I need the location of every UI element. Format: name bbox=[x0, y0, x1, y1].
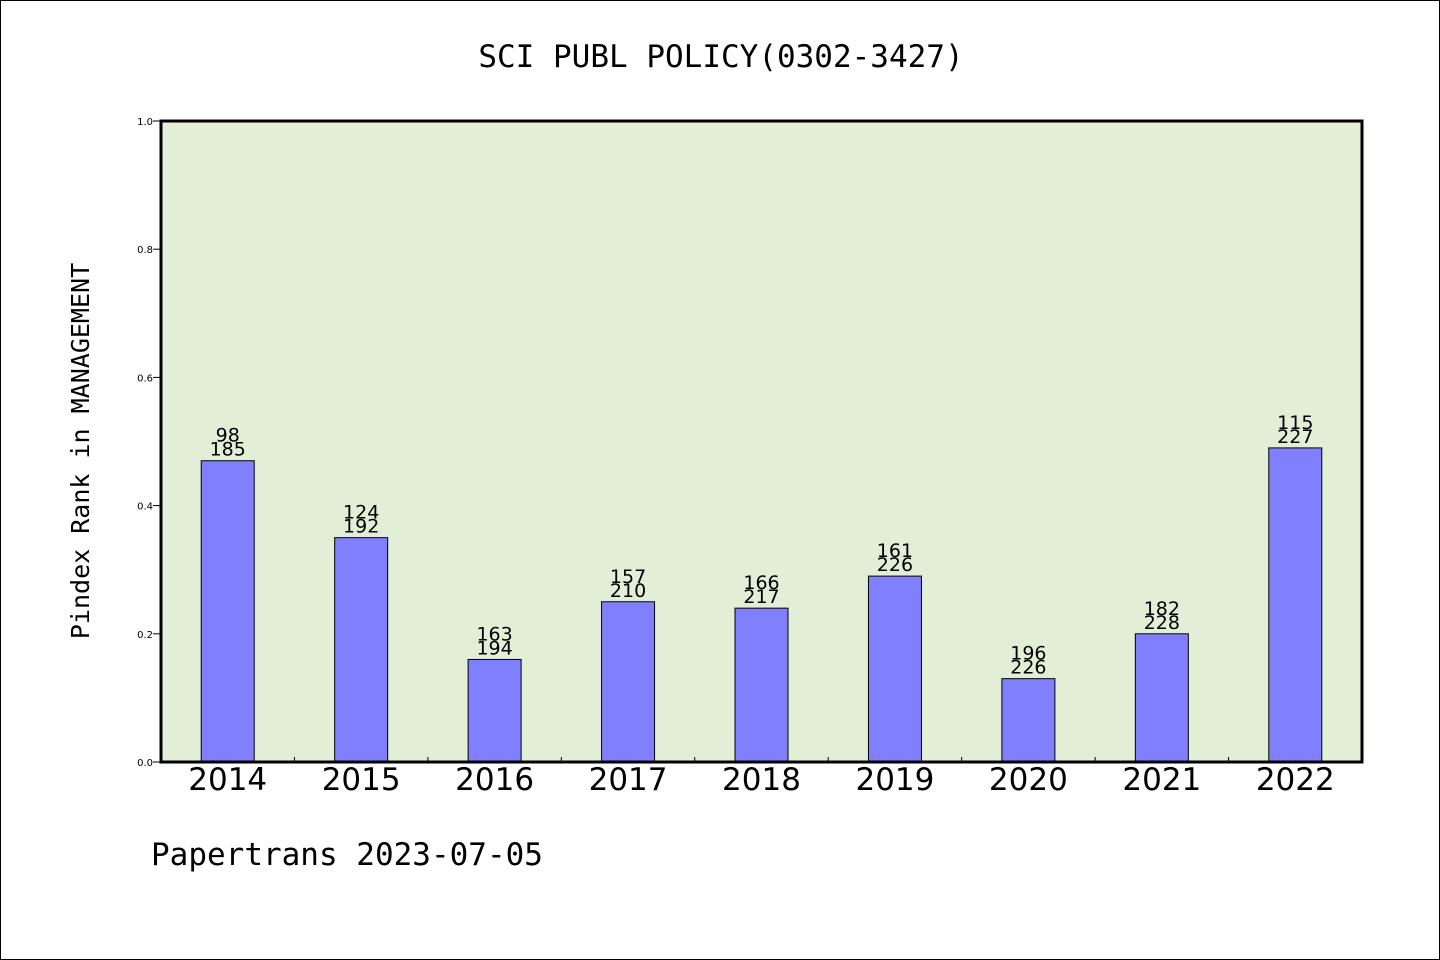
bar-2021 bbox=[1134, 633, 1189, 763]
bar-2018 bbox=[734, 607, 789, 763]
x-axis: 2014 2015 2016 2017 2018 2019 2020 2021 2022 bbox=[188, 757, 1335, 798]
x-tick-label: 2022 bbox=[1256, 762, 1335, 798]
y-tick-label: 0.4 bbox=[137, 502, 153, 513]
y-tick-label: 1.0 bbox=[137, 117, 153, 128]
bar-series bbox=[200, 447, 1323, 763]
x-tick-label: 2014 bbox=[188, 762, 267, 798]
total-label: 192 bbox=[343, 516, 379, 538]
y-tick-label: 0.2 bbox=[137, 630, 153, 641]
y-axis-label: Pindex Rank in MANAGEMENT bbox=[66, 263, 95, 639]
chart-title: SCI PUBL POLICY(0302-3427) bbox=[478, 39, 963, 75]
x-tick-label: 2020 bbox=[989, 762, 1068, 798]
total-label: 226 bbox=[877, 554, 913, 576]
bar-2014 bbox=[200, 460, 255, 763]
plot-frame bbox=[159, 119, 1364, 764]
x-tick-label: 2019 bbox=[855, 762, 934, 798]
rank-label: 163 bbox=[476, 623, 512, 645]
rank-label: 124 bbox=[343, 502, 379, 524]
bar-2019 bbox=[867, 575, 922, 763]
total-label: 194 bbox=[476, 637, 512, 659]
total-label: 227 bbox=[1277, 426, 1313, 448]
y-tick-label: 0.8 bbox=[137, 245, 153, 256]
y-axis: 0.0 0.2 0.4 0.6 0.8 1.0 bbox=[137, 117, 161, 769]
total-label: 185 bbox=[210, 439, 246, 461]
rank-label: 166 bbox=[743, 572, 779, 594]
bar-2020 bbox=[1001, 678, 1056, 763]
bar-2017 bbox=[601, 601, 656, 763]
bar-2022 bbox=[1268, 447, 1323, 763]
total-label: 226 bbox=[1010, 657, 1046, 679]
total-label: 217 bbox=[743, 586, 779, 608]
rank-label: 161 bbox=[877, 540, 913, 562]
total-label: 228 bbox=[1144, 612, 1180, 634]
rank-label: 157 bbox=[610, 566, 646, 588]
footer-credit: Papertrans 2023-07-05 bbox=[151, 837, 543, 873]
rank-label: 98 bbox=[216, 425, 240, 447]
x-tick-label: 2015 bbox=[322, 762, 401, 798]
rank-label: 196 bbox=[1010, 643, 1046, 665]
total-label: 210 bbox=[610, 580, 646, 602]
bar-2016 bbox=[467, 658, 522, 763]
rank-label: 115 bbox=[1277, 412, 1313, 434]
x-tick-label: 2018 bbox=[722, 762, 801, 798]
x-tick-label: 2021 bbox=[1122, 762, 1201, 798]
x-tick-label: 2017 bbox=[589, 762, 668, 798]
rank-label: 182 bbox=[1144, 598, 1180, 620]
y-tick-label: 0.0 bbox=[137, 758, 153, 769]
bar-2015 bbox=[334, 537, 389, 763]
x-tick-label: 2016 bbox=[455, 762, 534, 798]
y-tick-label: 0.6 bbox=[137, 373, 153, 384]
